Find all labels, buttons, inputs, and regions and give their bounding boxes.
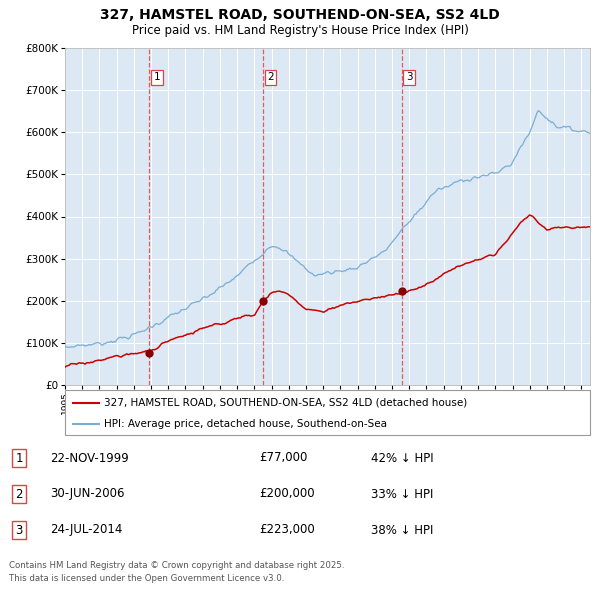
- Text: 2: 2: [15, 487, 23, 500]
- Text: 42% ↓ HPI: 42% ↓ HPI: [371, 451, 433, 464]
- Text: 3: 3: [15, 523, 23, 536]
- Text: £200,000: £200,000: [259, 487, 314, 500]
- Text: 1: 1: [154, 73, 160, 83]
- Text: £77,000: £77,000: [259, 451, 307, 464]
- Text: £223,000: £223,000: [259, 523, 314, 536]
- Text: 38% ↓ HPI: 38% ↓ HPI: [371, 523, 433, 536]
- Text: Contains HM Land Registry data © Crown copyright and database right 2025.
This d: Contains HM Land Registry data © Crown c…: [9, 562, 344, 583]
- FancyBboxPatch shape: [65, 390, 590, 435]
- Text: 33% ↓ HPI: 33% ↓ HPI: [371, 487, 433, 500]
- Text: 22-NOV-1999: 22-NOV-1999: [50, 451, 129, 464]
- Text: 1: 1: [15, 451, 23, 464]
- Text: 30-JUN-2006: 30-JUN-2006: [50, 487, 125, 500]
- Text: 3: 3: [406, 73, 413, 83]
- Text: 24-JUL-2014: 24-JUL-2014: [50, 523, 122, 536]
- Text: HPI: Average price, detached house, Southend-on-Sea: HPI: Average price, detached house, Sout…: [104, 419, 388, 429]
- Text: 327, HAMSTEL ROAD, SOUTHEND-ON-SEA, SS2 4LD (detached house): 327, HAMSTEL ROAD, SOUTHEND-ON-SEA, SS2 …: [104, 398, 467, 408]
- Text: Price paid vs. HM Land Registry's House Price Index (HPI): Price paid vs. HM Land Registry's House …: [131, 24, 469, 37]
- Text: 2: 2: [267, 73, 274, 83]
- Text: 327, HAMSTEL ROAD, SOUTHEND-ON-SEA, SS2 4LD: 327, HAMSTEL ROAD, SOUTHEND-ON-SEA, SS2 …: [100, 8, 500, 22]
